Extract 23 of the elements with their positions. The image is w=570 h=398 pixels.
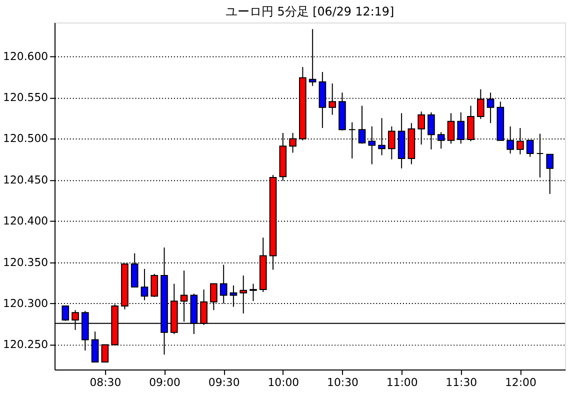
candlestick [140,268,148,301]
y-tick-label: 120.300 [3,297,48,310]
y-tick-label: 120.350 [3,256,48,269]
candlestick [418,111,425,145]
candlestick [447,112,455,144]
x-tick-label: 10:00 [268,376,300,389]
y-tick-label: 120.400 [3,214,48,228]
y-tick-label: 120.450 [3,173,48,186]
y-tick-label: 120.500 [3,132,48,146]
x-tick-label: 11:30 [446,376,478,389]
x-tick-label: 09:00 [149,376,181,389]
candlestick [358,105,366,144]
y-tick-label: 120.600 [3,50,48,63]
x-tick-label: 11:00 [386,376,418,389]
candlestick [250,283,257,302]
x-tick-label: 09:30 [208,376,240,389]
y-tick-label: 120.550 [3,90,48,104]
y-tick-label: 120.250 [3,338,48,352]
x-tick-label: 10:30 [327,376,358,389]
x-tick-label: 08:30 [90,376,122,389]
x-tick-label: 12:00 [504,376,536,389]
chart-title: ユーロ円 5分足 [06/29 12:19] [225,4,394,19]
candlestick [150,273,158,298]
